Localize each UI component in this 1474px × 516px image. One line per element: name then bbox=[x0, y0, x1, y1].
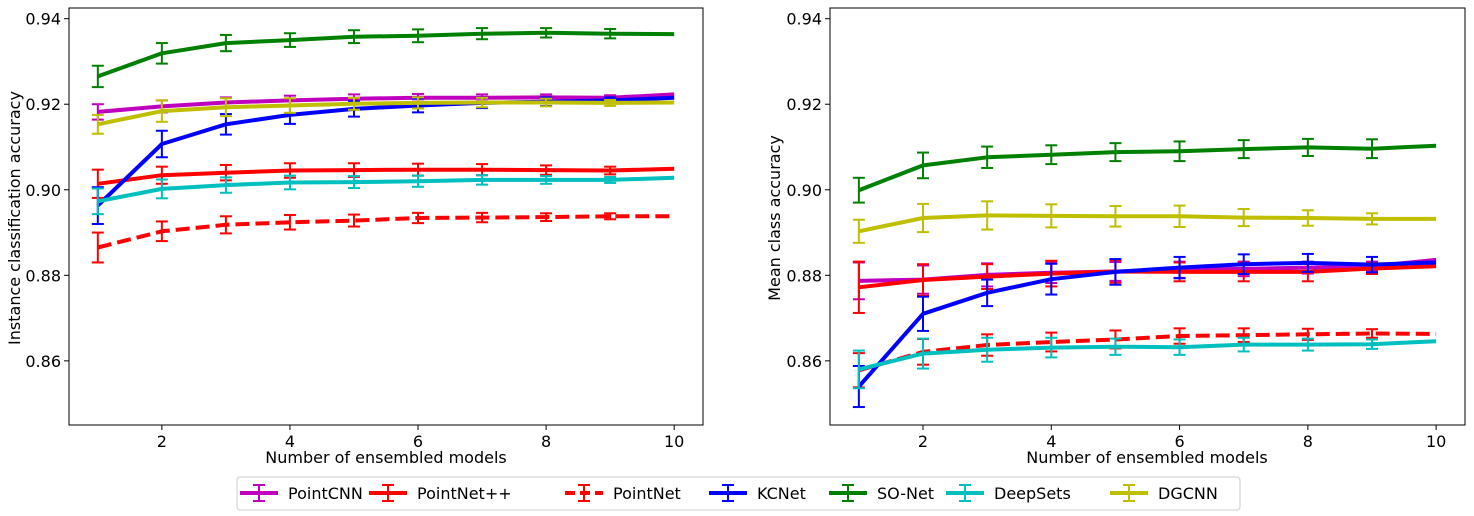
series-so-net-left bbox=[91, 27, 675, 89]
series-line-dgcnn bbox=[97, 100, 675, 127]
series-line-pointnet bbox=[97, 214, 675, 250]
legend-label-dgcnn: DGCNN bbox=[1158, 484, 1218, 503]
series-line-pointnetplusplus bbox=[97, 166, 675, 186]
legend-label-pointnetplusplus: PointNet++ bbox=[417, 484, 512, 503]
series-line-dgcnn bbox=[858, 213, 1437, 234]
x-axis-label-right: Number of ensembled models bbox=[1026, 448, 1267, 467]
legend-label-deepsets: DeepSets bbox=[994, 484, 1071, 503]
y-tick-label-right: 0.88 bbox=[786, 266, 822, 285]
series-pointnet-left bbox=[91, 211, 675, 264]
x-axis-label-left: Number of ensembled models bbox=[265, 448, 506, 467]
series-dgcnn-right bbox=[852, 200, 1437, 244]
x-tick-label-right: 4 bbox=[1046, 432, 1056, 451]
chart-right: 2 4 6 8 10 0.86 0.88 0.90 0.92 0.94 Number of ens… bbox=[765, 7, 1466, 467]
series-deepsets-left bbox=[91, 174, 675, 216]
series-so-net-right bbox=[852, 137, 1437, 204]
y-tick-label-left: 0.86 bbox=[25, 352, 61, 371]
x-tick-label-right: 10 bbox=[1426, 432, 1446, 451]
y-tick-label-right: 0.94 bbox=[786, 10, 822, 29]
series-line-kcnet bbox=[857, 260, 1437, 388]
series-kcnet-left bbox=[91, 95, 675, 225]
x-tick-label-left: 10 bbox=[664, 432, 684, 451]
x-tick-label-right: 2 bbox=[918, 432, 928, 451]
series-deepsets-right bbox=[852, 336, 1437, 390]
x-tick-label-left: 6 bbox=[413, 432, 423, 451]
series-line-deepsets bbox=[97, 175, 675, 204]
axes-frame-right bbox=[829, 7, 1466, 426]
legend: PointCNN PointNet++ PointNet KCNet SO-Net Dee… bbox=[236, 476, 1241, 511]
series-line-pointnet bbox=[858, 331, 1437, 373]
y-axis-label-left: Instance classification accuracy bbox=[5, 91, 24, 345]
y-tick-label-left: 0.90 bbox=[25, 181, 61, 200]
y-tick-label-right: 0.90 bbox=[786, 181, 822, 200]
series-line-so-net bbox=[858, 143, 1437, 193]
legend-label-pointnet: PointNet bbox=[613, 484, 681, 503]
series-line-pointcnn bbox=[97, 92, 675, 114]
series-line-so-net bbox=[97, 30, 675, 79]
series-dgcnn-left bbox=[91, 96, 675, 135]
y-axis-label-right: Mean class accuracy bbox=[765, 135, 784, 301]
series-line-deepsets bbox=[858, 339, 1437, 372]
x-tick-label-right: 8 bbox=[1303, 432, 1313, 451]
x-tick-label-left: 4 bbox=[285, 432, 295, 451]
legend-label-pointcnn: PointCNN bbox=[288, 484, 363, 503]
plot-area-right: 2 4 6 8 10 0.86 0.88 0.90 0.92 0.94 bbox=[786, 7, 1466, 451]
series-pointnet-right bbox=[852, 327, 1437, 389]
y-tick-label-right: 0.86 bbox=[786, 352, 822, 371]
legend-items: PointCNN PointNet++ PointNet KCNet SO-Net Dee… bbox=[240, 484, 1218, 503]
x-tick-label-right: 6 bbox=[1174, 432, 1184, 451]
legend-label-so-net: SO-Net bbox=[877, 484, 934, 503]
y-tick-label-right: 0.92 bbox=[786, 95, 822, 114]
series-kcnet-right bbox=[852, 252, 1437, 409]
x-tick-label-left: 8 bbox=[541, 432, 551, 451]
axes-frame-left bbox=[68, 7, 704, 426]
chart-left: 2 4 6 8 10 0.86 0.88 0.90 0.92 0.94 Number of ens… bbox=[5, 7, 704, 467]
y-tick-label-left: 0.94 bbox=[25, 10, 61, 29]
x-tick-label-left: 2 bbox=[157, 432, 167, 451]
y-tick-label-left: 0.88 bbox=[25, 266, 61, 285]
legend-label-kcnet: KCNet bbox=[757, 484, 806, 503]
y-tick-label-left: 0.92 bbox=[25, 95, 61, 114]
plot-area-left: 2 4 6 8 10 0.86 0.88 0.90 0.92 0.94 bbox=[25, 7, 704, 451]
